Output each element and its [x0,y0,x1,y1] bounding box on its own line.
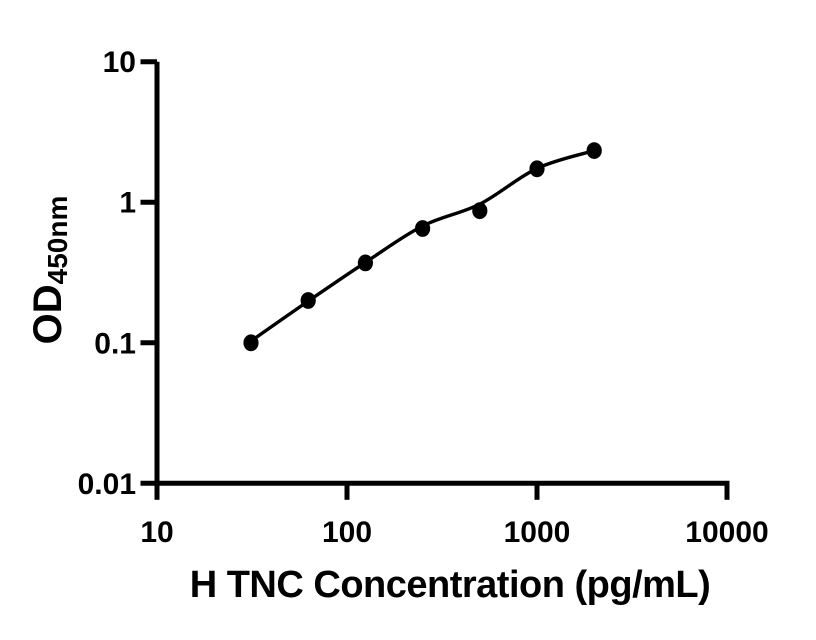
x-axis-tick-label: 1000 [504,516,571,549]
x-axis-tick-label: 10000 [685,516,768,549]
data-point-marker [357,254,373,272]
y-axis-title-subscript: 450nm [42,196,73,285]
data-point-marker [243,334,259,352]
y-axis-title-main: OD [26,284,70,344]
x-axis-tick-label: 10 [140,516,173,549]
y-axis-tick-label: 1 [119,187,136,220]
axis-lines [154,61,730,486]
data-point-marker [415,220,431,237]
y-axis-tick-label: 0.01 [78,468,136,501]
x-axis-title: H TNC Concentration (pg/mL) [190,564,711,606]
data-point-marker [529,160,545,178]
data-point-marker [300,292,316,309]
data-point-marker [586,142,602,160]
data-point-marker [472,202,488,220]
y-axis-tick-label: 10 [103,46,136,79]
fit-curve-line [250,148,595,343]
y-axis-title: OD450nm [26,196,73,345]
x-axis-tick-label: 100 [322,516,372,549]
y-axis-tick-label: 0.1 [94,327,136,360]
